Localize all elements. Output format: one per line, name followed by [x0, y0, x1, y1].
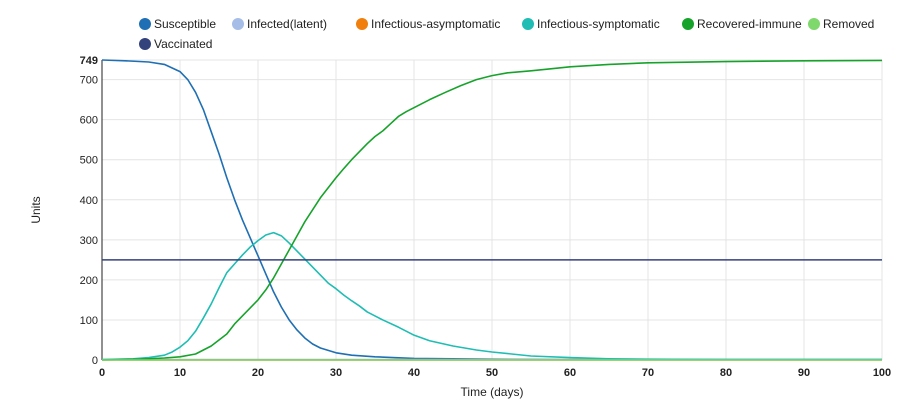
x-tick-label: 70 — [642, 367, 654, 379]
legend-marker — [522, 18, 534, 30]
y-tick-label: 200 — [80, 275, 98, 287]
legend-item-susceptible[interactable]: Susceptible — [139, 17, 216, 31]
legend-label: Infectious-asymptomatic — [371, 17, 500, 31]
x-tick-label: 10 — [174, 367, 186, 379]
y-tick-label: 400 — [80, 195, 98, 207]
legend-item-infectious-asymptomatic[interactable]: Infectious-asymptomatic — [356, 17, 500, 31]
legend-marker — [808, 18, 820, 30]
legend-item-removed[interactable]: Removed — [808, 17, 874, 31]
y-tick-label: 500 — [80, 155, 98, 167]
legend-marker — [356, 18, 368, 30]
legend-marker — [232, 18, 244, 30]
x-tick-label: 60 — [564, 367, 576, 379]
legend-label: Infectious-symptomatic — [537, 17, 660, 31]
x-tick-label: 20 — [252, 367, 264, 379]
series-line-susceptible — [101, 59, 882, 361]
legend-label: Removed — [823, 17, 874, 31]
x-tick-label: 30 — [330, 367, 342, 379]
legend-item-recovered-immune[interactable]: Recovered-immune — [682, 17, 802, 31]
y-tick-label: 600 — [80, 115, 98, 127]
series-line-infectious-symptomatic — [101, 231, 882, 361]
legend-marker — [682, 18, 694, 30]
y-axis-title: Units — [29, 196, 43, 223]
y-tick-label: 700 — [80, 75, 98, 87]
legend: Susceptible Infected(latent) Infectious-as… — [139, 17, 874, 51]
y-tick-label: 0 — [92, 355, 98, 367]
legend-item-infectious-symptomatic[interactable]: Infectious-symptomatic — [522, 17, 660, 31]
grid-lines — [102, 59, 883, 360]
legend-marker — [139, 18, 151, 30]
legend-item-vaccinated[interactable]: Vaccinated — [139, 37, 212, 51]
legend-marker — [139, 38, 151, 50]
x-tick-label: 80 — [720, 367, 732, 379]
legend-label: Infected(latent) — [247, 17, 327, 31]
x-tick-label: 0 — [99, 367, 105, 379]
legend-label: Susceptible — [154, 17, 216, 31]
series-line-recovered-immune — [101, 59, 883, 361]
series-lines — [101, 59, 883, 361]
x-tick-label: 40 — [408, 367, 420, 379]
y-max-label: 749 — [80, 55, 98, 67]
legend-label: Vaccinated — [154, 37, 212, 51]
legend-item-infected-latent[interactable]: Infected(latent) — [232, 17, 327, 31]
x-tick-label: 100 — [873, 367, 891, 379]
x-tick-label: 50 — [486, 367, 498, 379]
y-tick-label: 300 — [80, 235, 98, 247]
axes: 0 10 20 30 40 50 60 70 80 90 100 0 100 200 300 400 500 60… — [80, 60, 891, 379]
y-tick-label: 100 — [80, 315, 98, 327]
x-tick-label: 90 — [798, 367, 810, 379]
x-axis-title: Time (days) — [461, 385, 524, 399]
legend-label: Recovered-immune — [697, 17, 802, 31]
